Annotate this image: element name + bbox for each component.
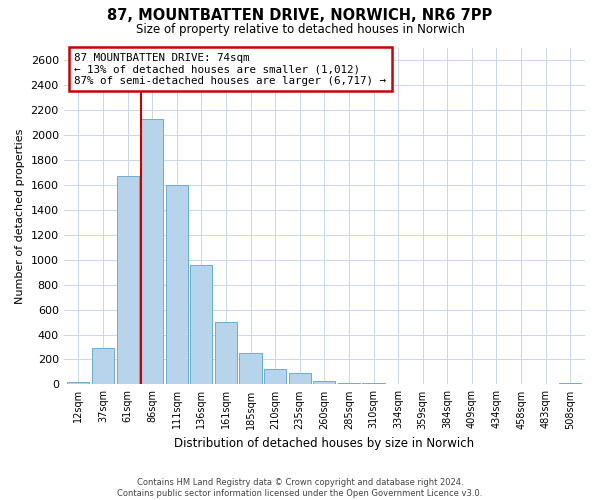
Bar bbox=[338, 383, 360, 384]
Bar bbox=[313, 380, 335, 384]
Text: Size of property relative to detached houses in Norwich: Size of property relative to detached ho… bbox=[136, 22, 464, 36]
X-axis label: Distribution of detached houses by size in Norwich: Distribution of detached houses by size … bbox=[174, 437, 475, 450]
Bar bbox=[239, 353, 262, 384]
Bar bbox=[67, 382, 89, 384]
Bar bbox=[190, 264, 212, 384]
Bar bbox=[92, 348, 114, 385]
Bar bbox=[362, 383, 385, 384]
Bar bbox=[141, 118, 163, 384]
Bar bbox=[215, 322, 237, 384]
Bar bbox=[559, 382, 581, 384]
Bar bbox=[264, 370, 286, 384]
Text: 87 MOUNTBATTEN DRIVE: 74sqm
← 13% of detached houses are smaller (1,012)
87% of : 87 MOUNTBATTEN DRIVE: 74sqm ← 13% of det… bbox=[74, 52, 386, 86]
Text: 87, MOUNTBATTEN DRIVE, NORWICH, NR6 7PP: 87, MOUNTBATTEN DRIVE, NORWICH, NR6 7PP bbox=[107, 8, 493, 22]
Text: Contains HM Land Registry data © Crown copyright and database right 2024.
Contai: Contains HM Land Registry data © Crown c… bbox=[118, 478, 482, 498]
Bar bbox=[116, 176, 139, 384]
Y-axis label: Number of detached properties: Number of detached properties bbox=[15, 128, 25, 304]
Bar bbox=[289, 372, 311, 384]
Bar bbox=[166, 185, 188, 384]
